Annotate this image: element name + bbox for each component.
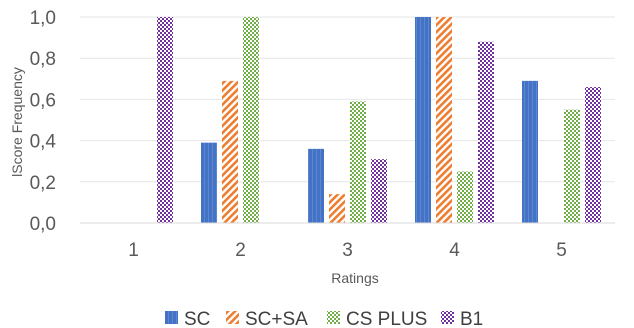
x-axis-title: Ratings — [331, 270, 378, 286]
y-axis-title: lScore Frequency — [9, 67, 25, 177]
legend: SC SC+SA CS PLUS B1 — [165, 309, 483, 328]
x-tick-label: 4 — [449, 240, 460, 261]
x-axis-ticks: 1 2 3 4 5 — [128, 240, 567, 261]
legend-swatch — [165, 311, 178, 324]
x-tick-label: 3 — [342, 240, 353, 261]
bar-b1-1 — [157, 17, 173, 223]
y-axis-ticks: 0,0 0,2 0,4 0,6 0,8 1,0 — [30, 8, 57, 235]
x-tick-label: 5 — [556, 240, 567, 261]
bar-sc-3 — [308, 148, 324, 223]
bar-b1-4 — [478, 41, 494, 223]
bar-cs-plus-3 — [350, 101, 366, 223]
bar-sc-sa-4 — [436, 17, 452, 223]
y-tick-label: 1,0 — [30, 8, 56, 29]
y-tick-label: 0,6 — [30, 90, 56, 111]
bar-cs-plus-5 — [564, 109, 580, 223]
x-tick-label: 1 — [128, 240, 139, 261]
bar-sc-4 — [415, 17, 431, 223]
legend-label: SC — [184, 309, 210, 328]
y-tick-label: 0,8 — [30, 49, 56, 70]
legend-swatch — [327, 311, 340, 324]
legend-swatch — [441, 311, 454, 324]
bar-sc-sa-3 — [329, 194, 345, 223]
legend-swatch — [226, 311, 239, 324]
y-tick-label: 0,2 — [30, 173, 56, 194]
bar-cs-plus-4 — [457, 171, 473, 223]
y-tick-label: 0,4 — [30, 132, 57, 153]
legend-label: B1 — [460, 309, 483, 328]
bar-sc-2 — [201, 142, 217, 223]
bar-cs-plus-2 — [243, 17, 259, 223]
bar-sc-5 — [522, 80, 538, 223]
bar-sc-sa-2 — [222, 80, 238, 223]
legend-label: SC+SA — [245, 309, 308, 328]
bar-b1-5 — [585, 87, 601, 223]
legend-label: CS PLUS — [346, 309, 427, 328]
bar-b1-3 — [371, 159, 387, 223]
x-tick-label: 2 — [235, 240, 246, 261]
bars — [157, 17, 601, 223]
y-tick-label: 0,0 — [30, 214, 56, 235]
